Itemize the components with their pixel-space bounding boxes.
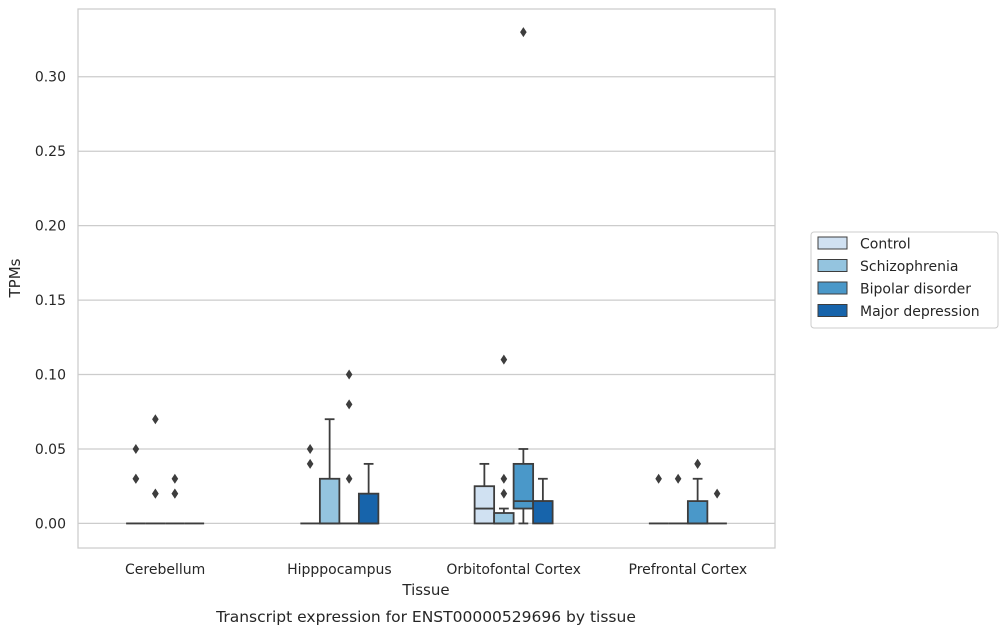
legend: Control Schizophrenia Bipolar disorder Majo… xyxy=(810,231,999,329)
outlier-point xyxy=(694,458,701,469)
legend-label: Bipolar disorder xyxy=(860,282,971,298)
category-box-group xyxy=(473,27,554,525)
box-schizophrenia xyxy=(318,418,341,525)
box-body xyxy=(493,512,515,525)
legend-swatch xyxy=(817,304,848,317)
box-major-depression xyxy=(357,462,380,525)
plot-area-frame xyxy=(77,8,776,549)
y-axis-label: TPMs xyxy=(6,258,24,298)
outlier-point xyxy=(152,414,159,425)
box-schizophrenia xyxy=(493,354,515,525)
box-body xyxy=(318,477,341,525)
box-body xyxy=(473,485,496,525)
y-tick-label: 0.20 xyxy=(35,219,66,235)
box-body xyxy=(686,500,709,525)
grid-lines xyxy=(78,76,775,525)
box-bipolar-disorder xyxy=(339,369,359,525)
box-schizophrenia xyxy=(145,414,166,525)
box-schizophrenia xyxy=(668,473,688,525)
chart-caption: Transcript expression for ENST0000052969… xyxy=(215,608,636,626)
y-tick-label: 0.30 xyxy=(35,70,66,86)
y-tick-label: 0.00 xyxy=(35,516,66,532)
outlier-point xyxy=(152,488,159,499)
box-control xyxy=(648,473,669,525)
y-tick-label: 0.10 xyxy=(35,368,66,384)
box-control xyxy=(473,462,496,525)
outlier-point xyxy=(674,473,682,484)
box-major-depression xyxy=(532,477,554,525)
x-tick-label: Orbitofontal Cortex xyxy=(446,562,581,578)
box-groups xyxy=(126,27,727,525)
y-tick-label: 0.25 xyxy=(35,144,66,160)
category-box-group xyxy=(300,369,380,525)
legend-swatch xyxy=(817,281,848,295)
box-body xyxy=(512,462,535,510)
outlier-point xyxy=(520,27,527,38)
outlier-point xyxy=(306,458,314,469)
box-body xyxy=(532,500,554,525)
outlier-point xyxy=(345,399,353,410)
outlier-point xyxy=(713,488,721,499)
outlier-point xyxy=(655,473,662,484)
category-box-group xyxy=(126,414,205,525)
outlier-point xyxy=(306,443,314,454)
box-bipolar-disorder xyxy=(686,458,709,525)
y-tick-label: 0.15 xyxy=(35,293,66,309)
legend-label: Major depression xyxy=(860,304,980,320)
box-bipolar-disorder xyxy=(165,473,185,525)
outlier-point xyxy=(500,488,508,499)
outlier-point xyxy=(171,488,179,499)
box-control xyxy=(300,443,320,525)
box-body xyxy=(357,492,380,525)
outlier-point xyxy=(500,473,508,484)
y-tick-label: 0.05 xyxy=(35,442,66,458)
category-box-group xyxy=(648,458,727,525)
legend-label: Schizophrenia xyxy=(860,259,958,275)
x-axis-ticks: Cerebellum Hipppocampus Orbitofontal Corte… xyxy=(125,562,747,578)
x-tick-label: Prefrontal Cortex xyxy=(629,562,748,578)
outlier-point xyxy=(345,369,353,380)
outlier-point xyxy=(132,443,140,454)
box-control xyxy=(126,443,146,525)
box-major-depression xyxy=(707,488,727,525)
x-tick-label: Cerebellum xyxy=(125,562,205,578)
x-tick-label: Hipppocampus xyxy=(287,562,392,578)
y-axis-ticks: 0.00 0.05 0.10 0.15 0.20 0.25 0.30 xyxy=(35,70,66,533)
legend-swatch xyxy=(817,236,848,250)
outlier-point xyxy=(345,473,353,484)
box-bipolar-disorder xyxy=(512,27,535,525)
outlier-point xyxy=(500,354,508,365)
outlier-point xyxy=(171,473,179,484)
x-axis-label: Tissue xyxy=(401,581,449,599)
outlier-point xyxy=(132,473,140,484)
legend-frame xyxy=(810,231,999,329)
legend-swatch xyxy=(817,259,848,272)
legend-label: Control xyxy=(860,237,911,253)
